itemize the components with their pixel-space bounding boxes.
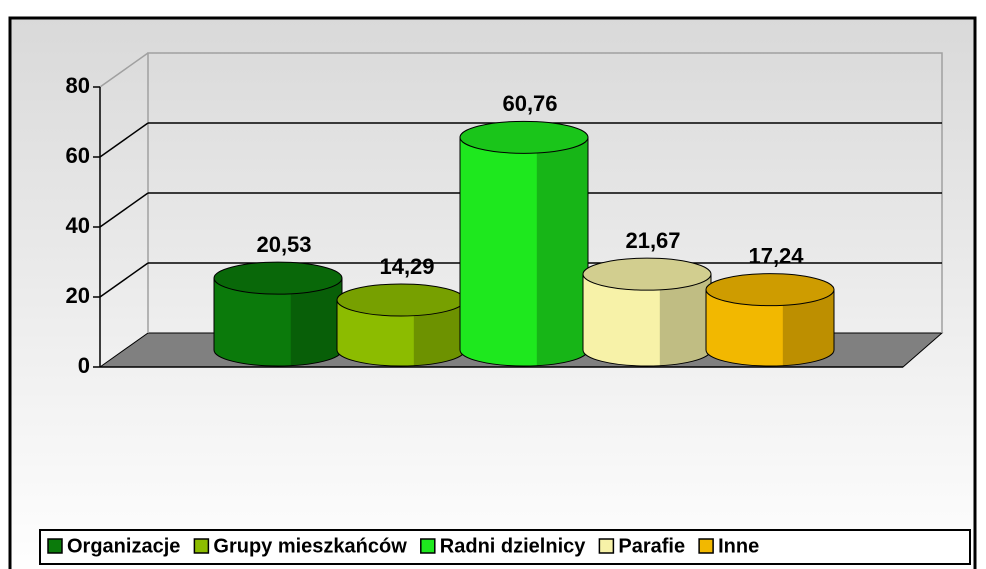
value-label: 14,29 — [379, 254, 434, 279]
cylinder-shade — [290, 278, 342, 366]
legend-label: Inne — [718, 535, 759, 557]
grid-line — [99, 122, 149, 158]
legend-swatch — [420, 538, 436, 554]
y-tick-label: 0 — [78, 353, 90, 378]
legend-swatch — [698, 538, 714, 554]
wall-edge — [99, 52, 149, 88]
legend-label: Organizacje — [67, 535, 180, 557]
value-label: 17,24 — [748, 243, 804, 268]
value-label: 21,67 — [625, 228, 680, 253]
legend-label: Parafie — [618, 535, 685, 557]
legend-swatch — [598, 538, 615, 554]
cylinder-shade — [413, 299, 465, 366]
cylinder-top — [459, 120, 589, 154]
legend-label: Grupy mieszkańców — [213, 535, 407, 557]
legend-label: Radni dzielnicy — [440, 535, 586, 557]
cylinder-top — [705, 273, 835, 307]
y-tick-label: 40 — [66, 213, 90, 238]
y-tick-label: 80 — [66, 73, 90, 98]
cylinder-shade — [659, 274, 711, 366]
value-label: 20,53 — [256, 232, 311, 257]
cylinder-shade — [782, 289, 834, 366]
cylinder-shade — [536, 137, 588, 366]
grid-line — [99, 192, 149, 228]
cylinder-top — [582, 257, 712, 291]
legend-swatch — [193, 538, 210, 554]
cylinder-body — [705, 289, 835, 367]
y-tick-label: 20 — [66, 283, 90, 308]
legend-swatch — [47, 538, 63, 554]
cylinder-top — [336, 283, 466, 317]
grid-line — [99, 262, 149, 298]
y-tick-label: 60 — [66, 143, 90, 168]
value-label: 60,76 — [502, 91, 557, 116]
cylinder-top — [213, 261, 343, 295]
